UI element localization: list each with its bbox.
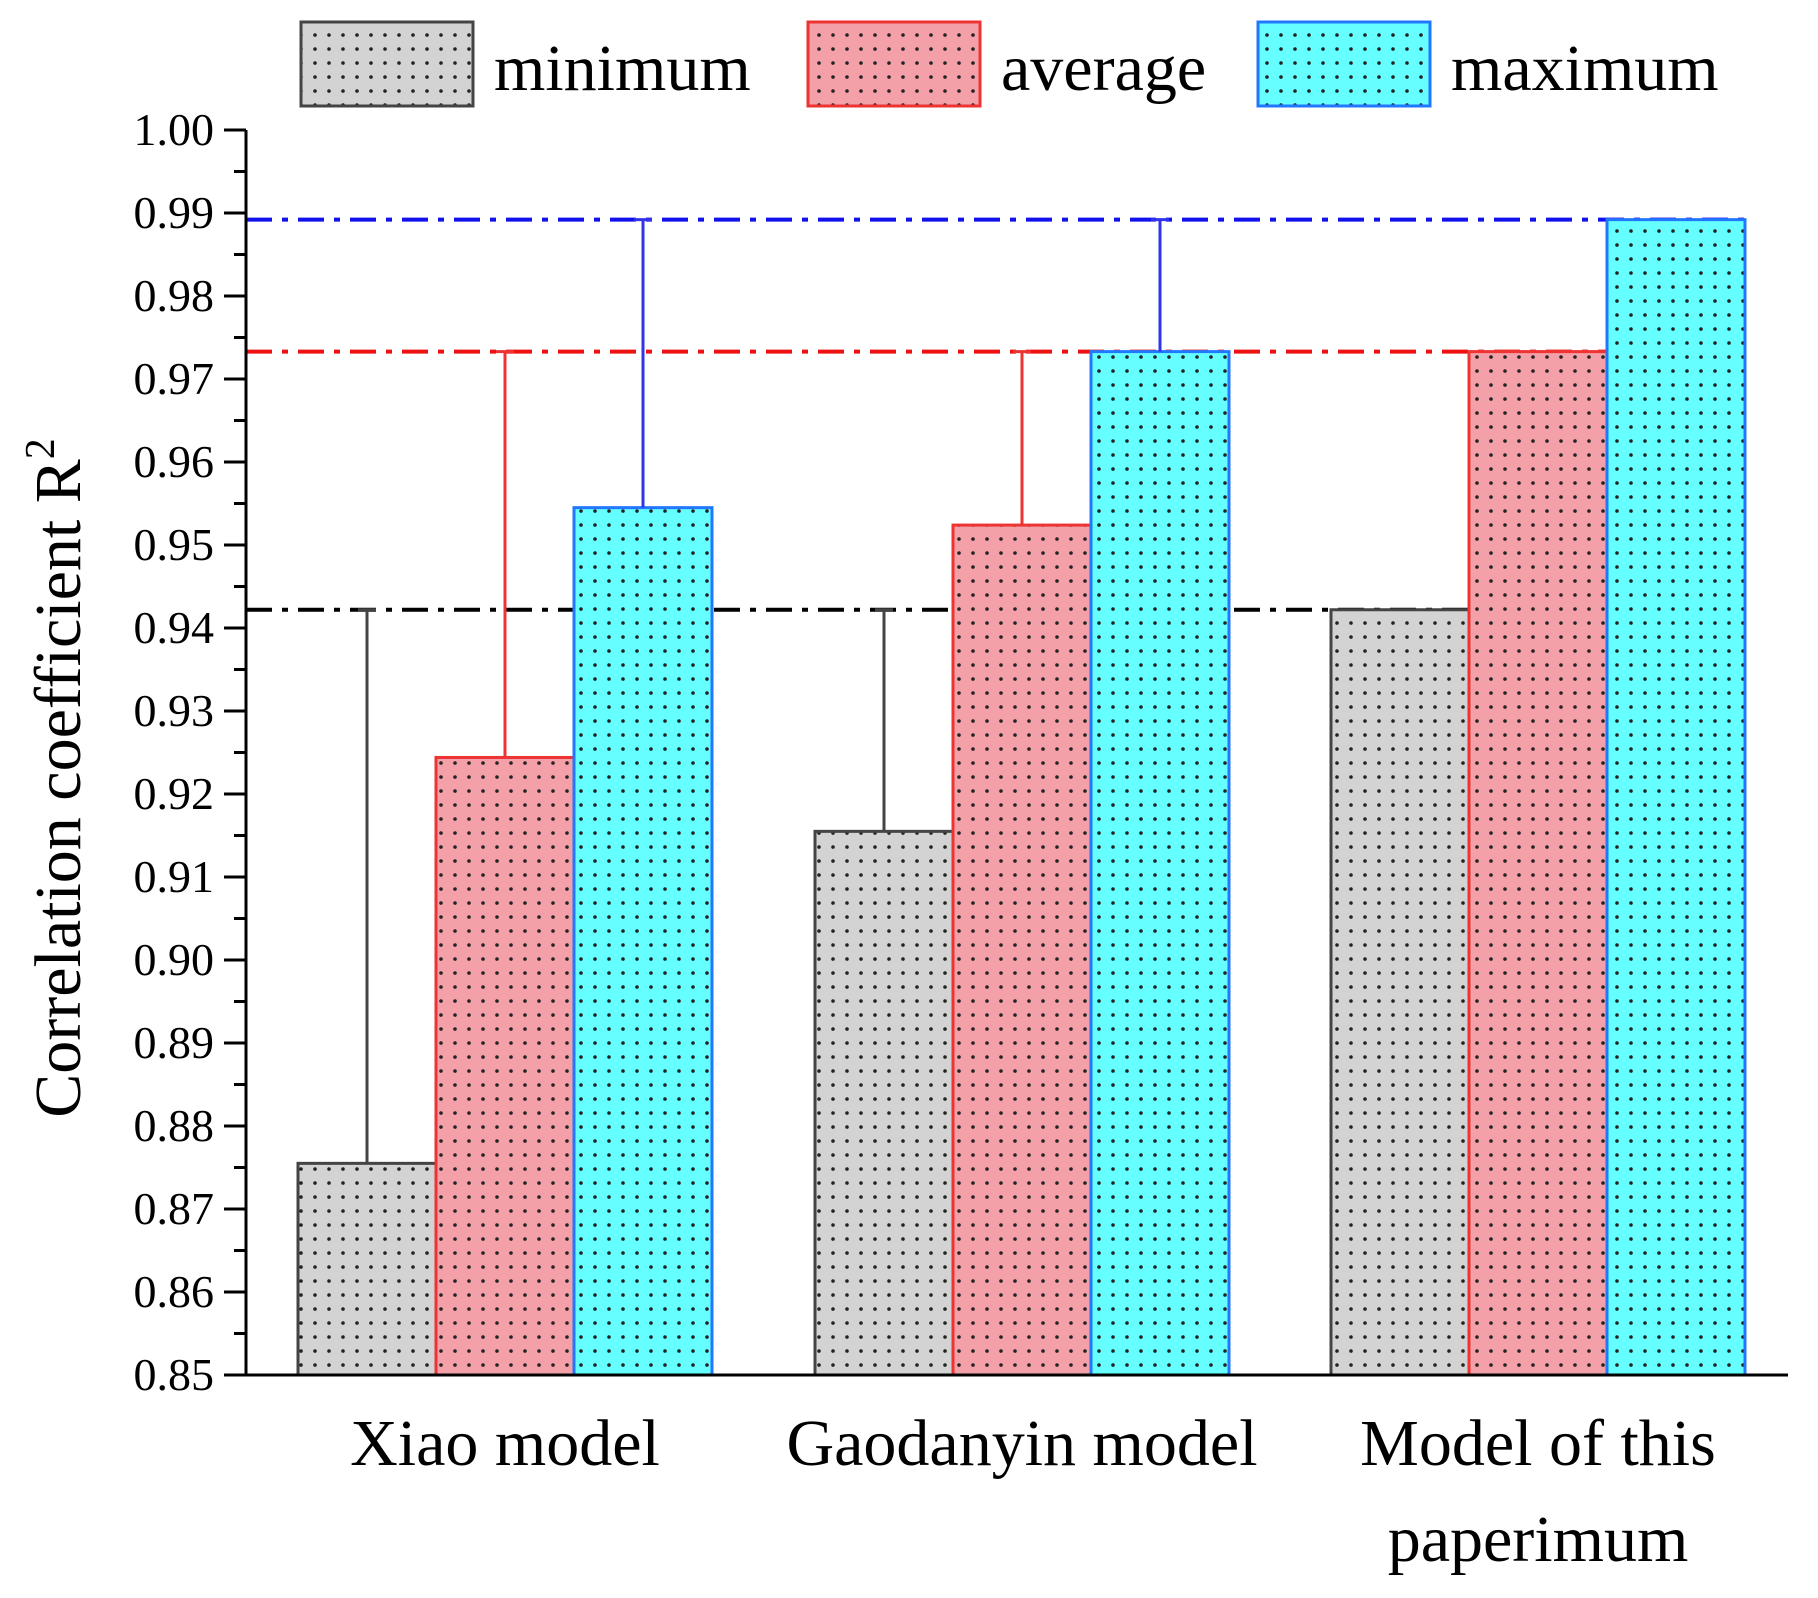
y-tick-label: 0.85 (134, 1349, 215, 1400)
y-tick-label: 0.89 (134, 1017, 215, 1068)
bar-minimum-1 (813, 829, 955, 1377)
y-tick-label: 0.90 (134, 934, 215, 985)
legend-item-maximum: maximum (1256, 20, 1719, 108)
legend-item-average: average (806, 20, 1206, 108)
x-axis-category-labels: Xiao model Gaodanyin model Model of this pa… (350, 1407, 1716, 1576)
y-tick-label: 0.95 (134, 519, 215, 570)
error-bars (358, 218, 1169, 1164)
y-tick-label: 0.86 (134, 1266, 215, 1317)
legend-swatch-maximum (1256, 20, 1432, 108)
bar-average-1 (951, 523, 1093, 1377)
category-label-1: Gaodanyin model (786, 1407, 1257, 1480)
y-tick-label: 0.99 (134, 187, 215, 238)
y-tick-label: 0.98 (134, 270, 215, 321)
y-axis-title-superscript: 2 (18, 438, 64, 459)
y-axis-title: Correlation coefficient R2 (18, 438, 95, 1118)
legend-label-maximum: maximum (1451, 32, 1719, 105)
y-tick-label: 0.88 (134, 1100, 215, 1151)
bar-maximum-2 (1605, 218, 1747, 1377)
bar-average-2 (1467, 350, 1609, 1377)
y-tick-label: 1.00 (134, 104, 215, 155)
bar-minimum-2 (1329, 608, 1471, 1377)
category-label-2: paperimum (1388, 1503, 1689, 1576)
y-axis-title-text: Correlation coefficient R (22, 459, 95, 1118)
y-tick-label: 0.92 (134, 768, 215, 819)
legend-label-average: average (1001, 32, 1206, 105)
bar-minimum-0 (296, 1161, 438, 1377)
bar-maximum-1 (1089, 350, 1231, 1377)
category-label-2: Model of this (1360, 1407, 1716, 1480)
legend-swatch-minimum (299, 20, 475, 108)
bars (296, 218, 1747, 1377)
y-tick-label: 0.96 (134, 436, 215, 487)
y-tick-label: 0.94 (134, 602, 215, 653)
y-tick-label: 0.87 (134, 1183, 215, 1234)
legend: minimum average maximum (299, 20, 1719, 108)
bar-average-0 (434, 755, 576, 1377)
legend-label-minimum: minimum (494, 32, 751, 105)
y-tick-label: 0.93 (134, 685, 215, 736)
y-tick-label: 0.91 (134, 851, 215, 902)
legend-item-minimum: minimum (299, 20, 751, 108)
bar-maximum-0 (572, 506, 714, 1377)
y-axis-ticks: 0.85 0.86 0.87 0.88 0.89 0.90 0.91 0.92 0.93 0.94… (134, 104, 246, 1400)
legend-swatch-average (806, 20, 982, 108)
y-tick-label: 0.97 (134, 353, 215, 404)
category-label-0: Xiao model (350, 1407, 660, 1480)
